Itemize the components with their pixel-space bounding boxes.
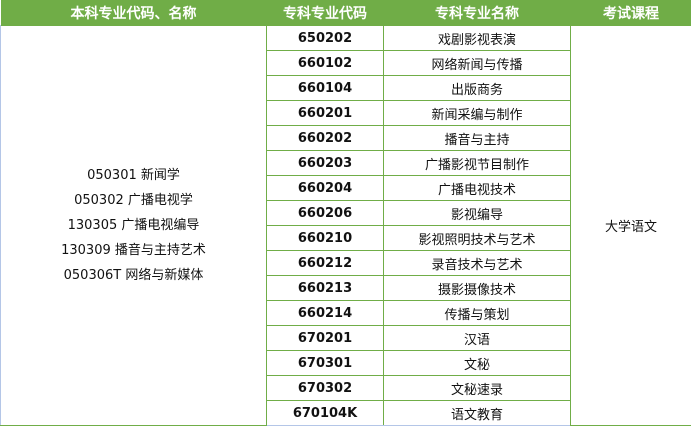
table-row: 660204 广播电视技术 (1, 175, 691, 201)
undergrad-major: 050306T 网络与新媒体 (63, 268, 204, 283)
major-code: 660213 (266, 275, 384, 301)
major-code: 650202 (266, 25, 384, 51)
major-name: 戏剧影视表演 (383, 25, 571, 51)
major-name: 影视编导 (383, 200, 571, 226)
exam-course: 大学语文 (570, 25, 691, 426)
table-row: 670104K 语文教育 (1, 400, 691, 426)
table-row: 670301 文秘 (1, 350, 691, 376)
undergrad-majors-cell: 050301 新闻学 050302 广播电视学 130305 广播电视编导 13030… (0, 25, 267, 426)
header-row: 本科专业代码、名称 专科专业代码 专科专业名称 考试课程 (0, 0, 691, 26)
major-name: 新闻采编与制作 (383, 100, 571, 126)
major-name: 出版商务 (383, 75, 571, 101)
major-code: 660202 (266, 125, 384, 151)
major-name: 传播与策划 (383, 300, 571, 326)
major-name: 汉语 (383, 325, 571, 351)
major-code: 670104K (266, 400, 384, 426)
major-name: 文秘速录 (383, 375, 571, 401)
table-row: 660203 广播影视节目制作 (1, 150, 691, 176)
major-name: 摄影摄像技术 (383, 275, 571, 301)
major-code: 660201 (266, 100, 384, 126)
major-name: 录音技术与艺术 (383, 250, 571, 276)
header-undergrad: 本科专业代码、名称 (0, 0, 267, 26)
major-name: 文秘 (383, 350, 571, 376)
major-name: 广播电视技术 (383, 175, 571, 201)
undergrad-major: 050301 新闻学 (87, 168, 180, 183)
major-code: 660210 (266, 225, 384, 251)
table-row: 660213 摄影摄像技术 (1, 275, 691, 301)
major-name: 影视照明技术与艺术 (383, 225, 571, 251)
major-name: 语文教育 (383, 400, 571, 426)
major-code: 670302 (266, 375, 384, 401)
undergrad-major: 130309 播音与主持艺术 (61, 243, 206, 258)
table-row: 660102 网络新闻与传播 (1, 50, 691, 76)
table-row: 050301 新闻学 050302 广播电视学 130305 广播电视编导 13030… (0, 25, 691, 426)
table-row: 660201 新闻采编与制作 (1, 100, 691, 126)
major-code: 660206 (266, 200, 384, 226)
major-code: 660102 (266, 50, 384, 76)
header-code: 专科专业代码 (266, 0, 384, 26)
table-row: 660202 播音与主持 (1, 125, 691, 151)
major-code: 660212 (266, 250, 384, 276)
header-name: 专科专业名称 (383, 0, 571, 26)
table-row: 670302 文秘速录 (1, 375, 691, 401)
table-row: 670201 汉语 (1, 325, 691, 351)
undergrad-major: 050302 广播电视学 (74, 193, 193, 208)
major-code: 670301 (266, 350, 384, 376)
table-row: 660206 影视编导 (1, 200, 691, 226)
major-code: 670201 (266, 325, 384, 351)
header-exam: 考试课程 (570, 0, 691, 26)
major-code: 660203 (266, 150, 384, 176)
table-row: 660104 出版商务 (1, 75, 691, 101)
undergrad-major: 130305 广播电视编导 (67, 218, 200, 233)
major-code: 660104 (266, 75, 384, 101)
major-code: 660204 (266, 175, 384, 201)
major-code: 660214 (266, 300, 384, 326)
major-name: 广播影视节目制作 (383, 150, 571, 176)
major-name: 网络新闻与传播 (383, 50, 571, 76)
major-name: 播音与主持 (383, 125, 571, 151)
table-row: 660210 影视照明技术与艺术 (1, 225, 691, 251)
